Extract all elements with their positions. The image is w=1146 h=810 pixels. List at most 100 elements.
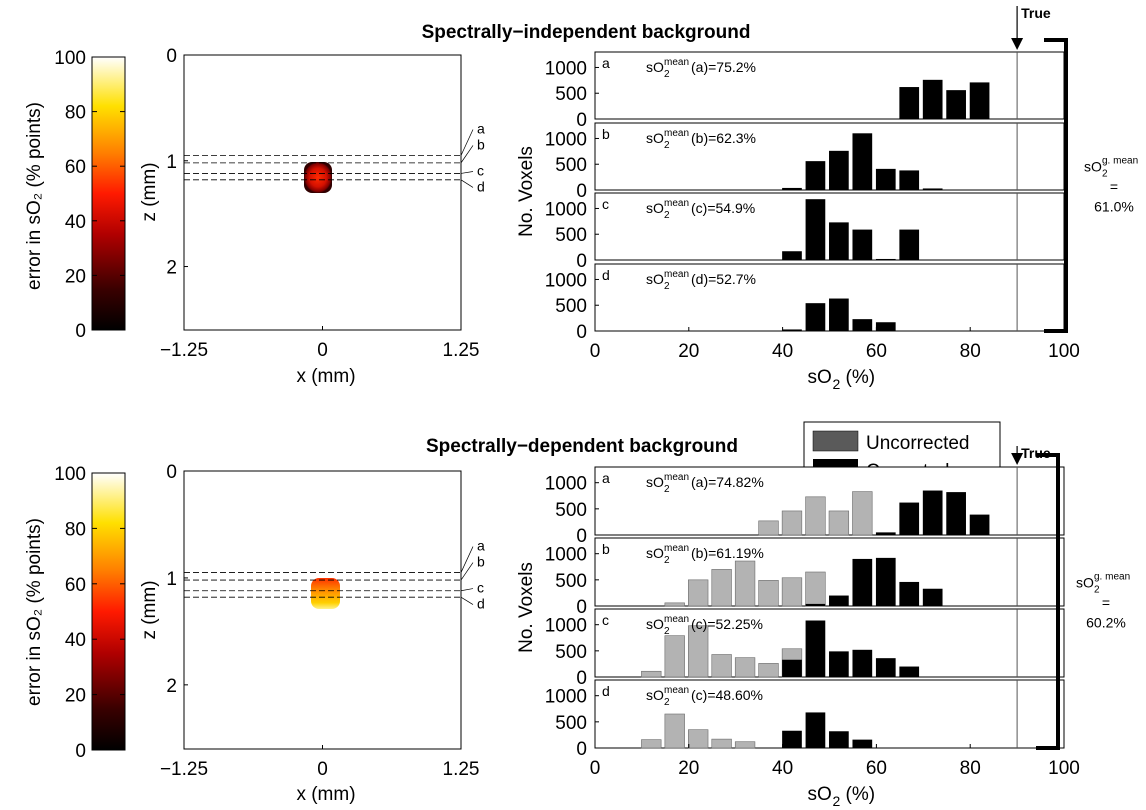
heatmap-top-line-leader (460, 145, 474, 164)
hist-top-mean-so: sO (646, 59, 664, 75)
hist-top-bar-corrected (899, 170, 920, 190)
hist-top-bar-corrected (782, 187, 802, 190)
heatmap-top-xtick-label: 1.25 (443, 340, 480, 361)
hist-bottom-mean-so: sO (646, 687, 664, 703)
colorbar-bottom-tick-label: 60 (65, 575, 86, 596)
hist-bottom-bar-uncorrected (805, 571, 826, 607)
hist-bottom-mean-sub: 2 (664, 484, 670, 495)
heatmap-top-line-label: a (477, 120, 485, 136)
hist-bottom-mean-sup: mean (664, 472, 689, 483)
heatmap-bottom-line-leader (460, 596, 474, 605)
heatmap-top-ticks: −1.25 0 1.25 0 1 2 (160, 46, 480, 361)
hist-bottom-bar-uncorrected (688, 579, 709, 607)
hist-top-mean-so: sO (646, 200, 664, 216)
hist-bottom-bar-corrected (875, 557, 896, 606)
hist-top-bar-corrected (899, 229, 920, 260)
hist-bottom-bar-corrected (946, 492, 966, 535)
hist-bottom-ylabel: No. Voxels (516, 562, 537, 653)
hist-top-xtick-label: 80 (960, 341, 981, 362)
colorbar-bottom-label: error in sO₂ (% points) (24, 518, 45, 706)
hist-bottom-bar-corrected (852, 649, 873, 677)
hist-top-ytick-label: 0 (576, 110, 587, 131)
heatmap-top-xlabel: x (mm) (296, 366, 355, 387)
hist-bottom-bar-corrected (782, 730, 802, 748)
heatmap-top-blob (304, 162, 332, 193)
hist-bottom-bar-uncorrected (734, 657, 756, 678)
colorbar-bottom-tick-label: 40 (65, 630, 86, 651)
hist-bottom-ytick-label: 0 (576, 597, 587, 618)
colorbar-bottom-tick-label: 20 (65, 686, 86, 707)
hist-top-bar-corrected (782, 251, 802, 260)
heatmap-top-ytick-label: 0 (166, 46, 177, 67)
colorbar-top-tick-label: 40 (65, 212, 86, 233)
hist-bottom-bar-uncorrected (805, 496, 826, 536)
heatmap-bottom-xtick-label: −1.25 (160, 759, 208, 780)
hist-top-panel-letter: c (602, 196, 609, 212)
hist-bottom-ytick-label: 0 (576, 526, 587, 547)
heatmap-bottom-line-label: c (477, 580, 484, 596)
hist-bottom-ytick-label: 500 (555, 713, 587, 734)
hist-top-xlabel-unit: (%) (846, 367, 876, 388)
legend-label-uncorrected: Uncorrected (866, 433, 970, 454)
hist-top-mean-sup: mean (664, 269, 689, 280)
hist-top-true-label: True (1021, 5, 1051, 21)
colorbar-bottom-tick-label: 0 (75, 741, 86, 762)
legend-swatch-uncorrected (812, 430, 859, 452)
heatmap-bottom-xlabel: x (mm) (296, 784, 355, 805)
colorbar-bottom-tick-label: 80 (65, 519, 86, 540)
hist-top-bar-corrected (805, 161, 826, 190)
colorbar-top-tick-label: 100 (54, 48, 86, 69)
hist-top-bar-corrected (852, 229, 873, 260)
hist-top-gmean-eq: = (1110, 179, 1118, 195)
hist-top-xlabel-sub: 2 (833, 376, 841, 392)
hist-top-bar-corrected (922, 79, 943, 119)
hist-bottom-mean-so: sO (646, 616, 664, 632)
hist-bottom-bar-uncorrected (758, 663, 779, 678)
hist-bottom-bar-corrected (805, 620, 826, 677)
colorbar-bottom-ticks: 100 80 60 40 20 0 (54, 464, 125, 762)
hist-bottom-gmean-eq: = (1102, 595, 1110, 611)
hist-bottom-ytick-label: 1000 (545, 545, 587, 566)
hist-bottom-bar-corrected (875, 658, 896, 677)
hist-top-bar-corrected (829, 150, 849, 190)
hist-bottom-bar-uncorrected (734, 560, 756, 607)
hist-top-gmean-so: sO (1084, 159, 1102, 175)
hist-bottom-bar-uncorrected (688, 625, 709, 678)
hist-bottom-mean-sup: mean (664, 543, 689, 554)
hist-bottom-bar-uncorrected (641, 739, 662, 749)
hist-bottom-bar-uncorrected (828, 510, 850, 536)
heatmap-bottom-line-label: d (477, 596, 485, 612)
colorbar-bottom-tick-label: 100 (54, 464, 86, 485)
hist-top-xlabel-main: sO (808, 367, 832, 388)
hist-bottom-bar-uncorrected (758, 580, 779, 607)
heatmap-top-line-label: c (477, 162, 484, 178)
heatmap-bottom-ylabel: z (mm) (139, 580, 160, 639)
hist-bottom-panel-letter: a (602, 470, 610, 486)
hist-top-ytick-label: 1000 (545, 58, 587, 79)
colorbar-top: 100 80 60 40 20 0 error in sO₂ (% points) (24, 48, 126, 342)
hist-bottom-bar-corrected (922, 490, 943, 535)
hist-bottom-mean-sub: 2 (664, 697, 670, 708)
hist-top-bar-corrected (946, 90, 966, 119)
hist-top-ytick-label: 500 (555, 84, 587, 105)
hist-top-ytick-label: 1000 (545, 129, 587, 150)
hist-bottom-bar-corrected (805, 712, 826, 748)
hist-bottom-bracket (1036, 453, 1060, 750)
hist-top-ytick-label: 1000 (545, 199, 587, 220)
heatmap-top-line-leader (460, 171, 474, 174)
hist-top-bar-corrected (805, 303, 826, 331)
hist-bottom-bar-corrected (782, 659, 802, 677)
heatmap-bottom-xtick-label: 1.25 (443, 759, 480, 780)
hist-bottom-bar-corrected (899, 581, 920, 606)
hist-top-bar-corrected (829, 298, 849, 331)
hist-bottom-ytick-label: 0 (576, 739, 587, 760)
hist-bottom-xtick-label: 40 (772, 758, 793, 779)
hist-top-ytick-label: 500 (555, 225, 587, 246)
hist-bottom-mean-value: (c)=48.60% (691, 687, 763, 703)
hist-top-xtick-label: 100 (1048, 341, 1080, 362)
